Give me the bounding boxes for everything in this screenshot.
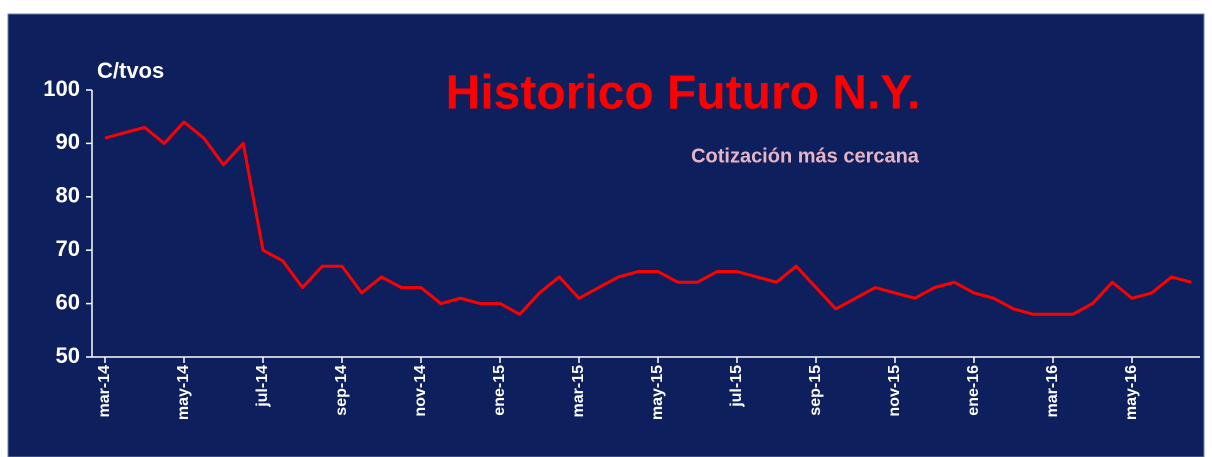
x-tick-label: ene-16 [965, 365, 982, 416]
x-tick-label: jul-14 [254, 365, 271, 408]
x-tick-label: nov-14 [412, 365, 429, 417]
x-tick-label: mar-16 [1044, 365, 1061, 418]
x-tick-label: may-15 [649, 365, 666, 420]
chart-subtitle: Cotización más cercana [691, 145, 920, 167]
chart-title: Historico Futuro N.Y. [446, 67, 921, 120]
y-axis-label: C/tvos [97, 58, 164, 83]
y-tick-label: 90 [56, 129, 80, 154]
y-tick-label: 60 [56, 289, 80, 314]
x-tick-label: may-14 [175, 365, 192, 420]
x-tick-label: mar-14 [96, 365, 113, 418]
x-tick-label: sep-15 [807, 365, 824, 416]
x-tick-label: nov-15 [886, 365, 903, 417]
x-tick-label: jul-15 [728, 365, 745, 408]
x-tick-label: sep-14 [333, 365, 350, 416]
x-tick-label: ene-15 [491, 365, 508, 416]
x-tick-label: mar-15 [570, 365, 587, 418]
chart-background [7, 13, 1205, 457]
price-line [104, 120, 1192, 316]
y-tick-label: 50 [56, 343, 80, 368]
y-tick-label: 100 [43, 76, 80, 101]
x-tick-label: may-16 [1123, 365, 1140, 420]
y-tick-label: 80 [56, 183, 80, 208]
y-tick-label: 70 [56, 236, 80, 261]
